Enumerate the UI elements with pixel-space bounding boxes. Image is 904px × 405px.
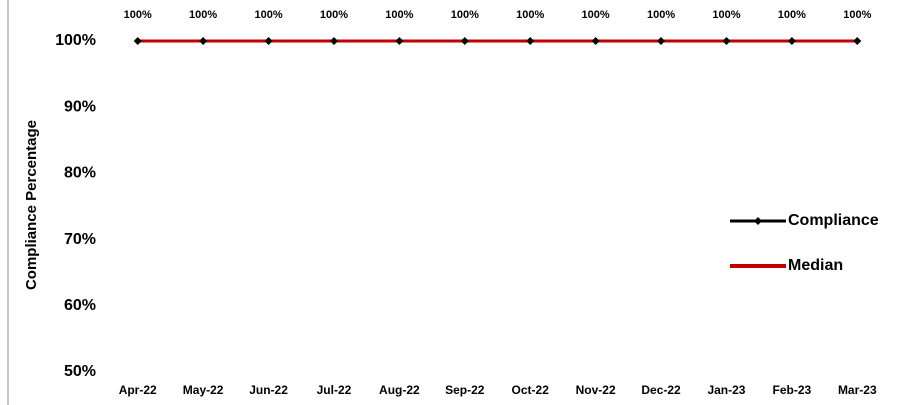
data-label: 100% [516,9,544,21]
y-tick-label: 50% [64,363,96,380]
data-label: 100% [124,9,152,21]
x-tick-label: May-22 [183,383,224,397]
x-tick-label: Oct-22 [512,383,550,397]
data-label: 100% [254,9,282,21]
data-point [853,37,862,45]
x-tick-label: Jan-23 [707,383,745,397]
y-tick-label: 80% [64,165,96,182]
x-tick-label: Dec-22 [641,383,681,397]
legend-label: Compliance [788,212,879,229]
data-label: 100% [843,9,871,21]
data-point [395,37,404,45]
x-tick-label: Feb-23 [773,383,812,397]
x-tick-label: Apr-22 [119,383,157,397]
x-tick-label: Jun-22 [249,383,288,397]
data-point [787,37,796,45]
x-tick-label: Aug-22 [379,383,420,397]
y-tick-label: 90% [64,98,96,115]
x-tick-label: Mar-23 [838,383,877,397]
y-tick-label: 100% [55,32,96,49]
x-tick-label: Sep-22 [445,383,485,397]
data-label: 100% [647,9,675,21]
data-point [199,37,208,45]
data-label: 100% [778,9,806,21]
data-label: 100% [582,9,610,21]
x-tick-label: Nov-22 [576,383,616,397]
data-point [329,37,338,45]
data-label: 100% [189,9,217,21]
legend-marker [754,217,762,225]
data-point [591,37,600,45]
y-tick-label: 70% [64,231,96,248]
data-label: 100% [451,9,479,21]
data-point [133,37,142,45]
data-point [460,37,469,45]
y-axis-label: Compliance Percentage [23,120,40,290]
data-point [526,37,535,45]
data-point [264,37,273,45]
y-tick-label: 60% [64,297,96,314]
x-tick-label: Jul-22 [317,383,352,397]
legend-label: Median [788,257,843,274]
data-point [657,37,666,45]
data-label: 100% [320,9,348,21]
data-point [722,37,731,45]
data-label: 100% [712,9,740,21]
data-label: 100% [385,9,413,21]
